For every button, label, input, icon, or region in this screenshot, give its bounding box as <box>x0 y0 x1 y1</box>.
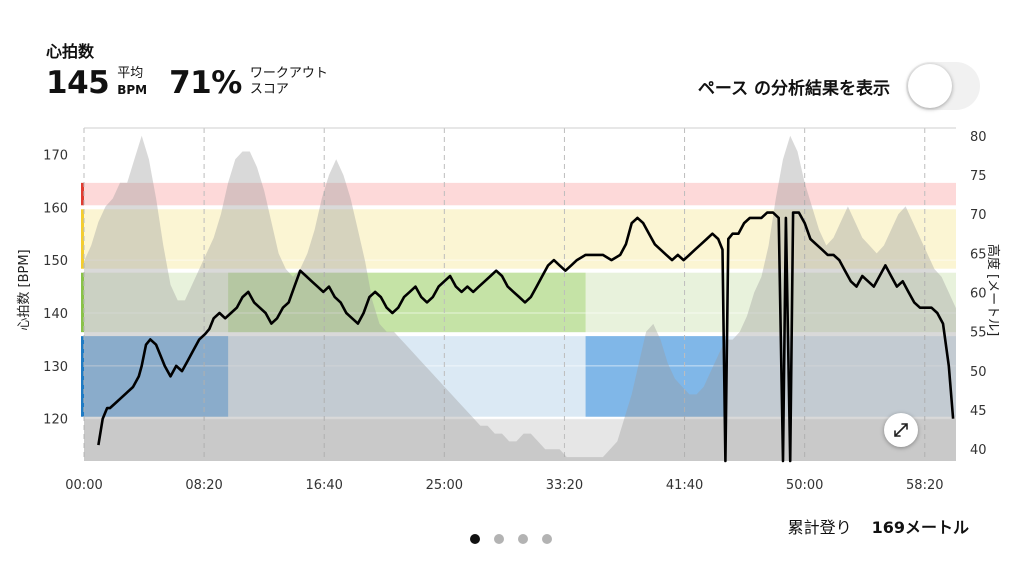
expand-chart-button[interactable] <box>884 413 918 447</box>
x-axis-ticks: 00:00 08:20 16:40 25:00 33:20 41:40 50:00 58:20 <box>65 478 943 493</box>
page-dot-4[interactable] <box>542 534 552 544</box>
altitude-area <box>84 135 956 462</box>
y-tick-right-70: 70 <box>970 208 987 223</box>
zone-marker-2 <box>81 272 84 333</box>
zone-marker-4 <box>81 182 84 206</box>
page-dot-3[interactable] <box>518 534 528 544</box>
y-tick-right-50: 50 <box>970 365 987 380</box>
workout-score-label: ワークアウト スコア <box>250 66 328 98</box>
x-tick-1: 08:20 <box>185 478 222 493</box>
bpm-unit-label: BPM <box>117 83 148 97</box>
avg-label: 平均 <box>117 66 144 81</box>
right-axis-label: 高度 [メートル] <box>985 244 1001 336</box>
y-tick-right-45: 45 <box>970 404 987 419</box>
right-axis-ticks: 40 45 50 55 60 65 70 75 80 <box>970 130 987 458</box>
expand-icon <box>894 423 908 437</box>
pace-analysis-label: ペース の分析結果を表示 <box>697 78 890 99</box>
left-axis-ticks: 120 130 140 150 160 170 <box>43 148 68 427</box>
pace-analysis-toggle[interactable] <box>906 62 980 110</box>
x-tick-2: 16:40 <box>305 478 342 493</box>
altitude-area-path <box>84 135 956 462</box>
zone-bands <box>81 182 956 461</box>
y-tick-left-140: 140 <box>43 307 68 322</box>
y-tick-right-40: 40 <box>970 443 987 458</box>
avg-bpm-value: 145 <box>46 65 110 101</box>
y-tick-right-65: 65 <box>970 247 987 262</box>
zone-highlight-3 <box>585 336 726 417</box>
x-tick-7: 58:20 <box>906 478 943 493</box>
zone-band-4 <box>84 182 956 206</box>
page-title: 心拍数 <box>46 42 95 61</box>
x-tick-0: 00:00 <box>65 478 102 493</box>
pace-analysis-toggle-row: ペース の分析結果を表示 <box>698 62 980 110</box>
zone-band-1 <box>84 336 956 417</box>
y-tick-left-160: 160 <box>43 201 68 216</box>
summary-stats: 145 平均 BPM 71% ワークアウト スコア <box>46 66 328 100</box>
heart-rate-line <box>97 211 955 463</box>
x-tick-6: 50:00 <box>786 478 823 493</box>
below-zone-band <box>84 418 956 461</box>
page-dot-1[interactable] <box>470 534 480 544</box>
total-climb: 累計登り 169メートル <box>788 514 969 538</box>
y-tick-left-170: 170 <box>43 148 68 163</box>
x-tick-4: 33:20 <box>546 478 583 493</box>
workout-label: ワークアウト <box>249 66 328 81</box>
total-climb-value: 169メートル <box>871 518 969 537</box>
y-tick-right-80: 80 <box>970 130 987 145</box>
workout-score-value: 71% <box>169 65 242 101</box>
y-tick-right-75: 75 <box>970 169 987 184</box>
zone-marker-3 <box>81 209 84 269</box>
heart-rate-chart: 120 130 140 150 160 170 40 45 50 55 60 65 70 75 80 00… <box>17 127 1001 493</box>
heart-rate-path <box>97 211 955 463</box>
zone-highlight-1 <box>84 336 229 417</box>
y-tick-left-120: 120 <box>43 413 68 428</box>
toggle-knob[interactable] <box>908 64 952 108</box>
y-tick-left-150: 150 <box>43 254 68 269</box>
y-tick-left-130: 130 <box>43 360 68 375</box>
x-tick-5: 41:40 <box>666 478 703 493</box>
avg-bpm-label: 平均 BPM <box>117 66 147 98</box>
score-label: スコア <box>249 82 289 97</box>
zone-marker-1 <box>81 336 84 417</box>
gridlines <box>83 127 956 461</box>
y-tick-right-60: 60 <box>970 287 987 302</box>
y-tick-right-55: 55 <box>970 326 987 341</box>
total-climb-label: 累計登り <box>787 518 852 537</box>
pagination-dots <box>470 534 566 544</box>
left-axis-label: 心拍数 [BPM] <box>17 249 32 330</box>
page-dot-2[interactable] <box>494 534 504 544</box>
x-tick-3: 25:00 <box>426 478 463 493</box>
